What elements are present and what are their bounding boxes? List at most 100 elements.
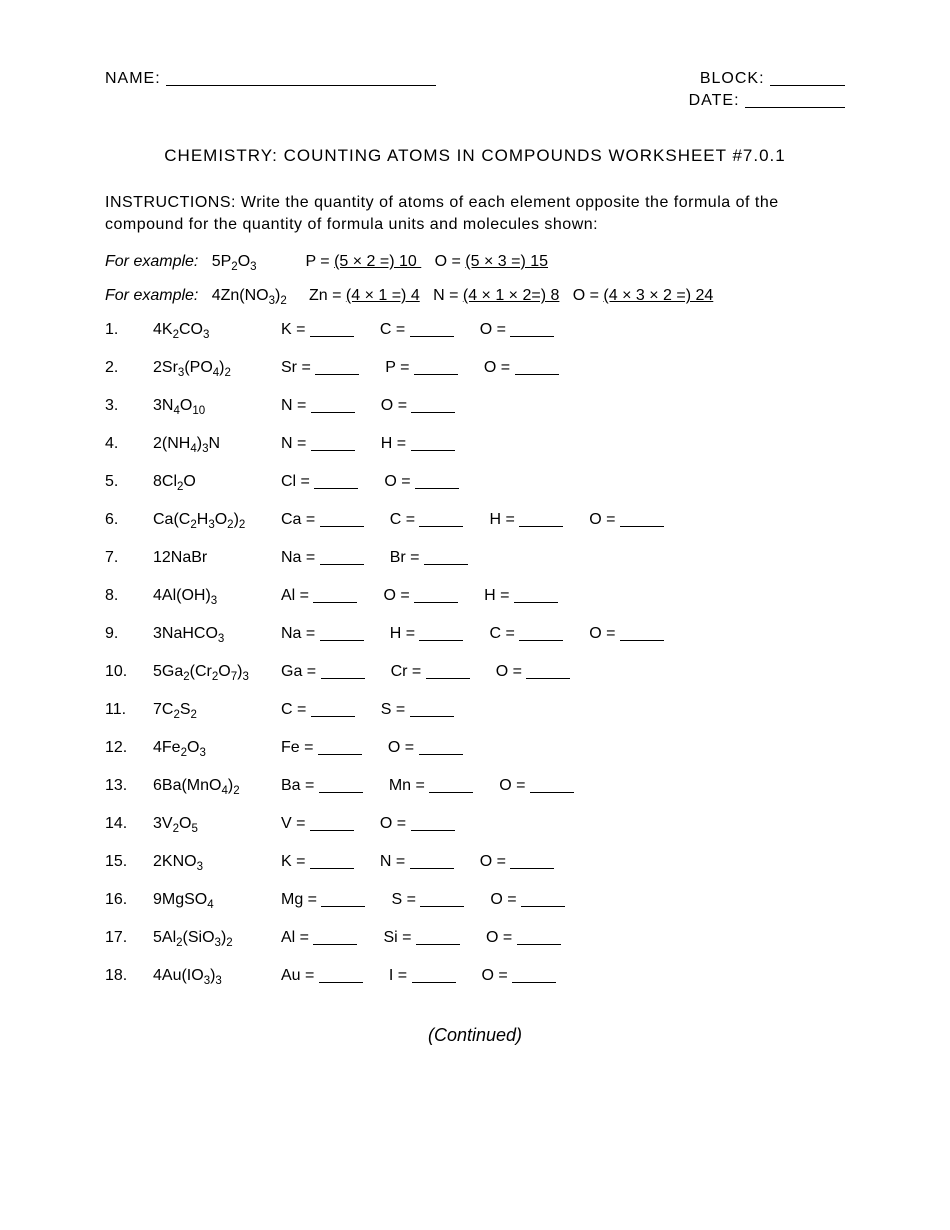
answer-blank[interactable] (410, 716, 454, 717)
answer-blank[interactable] (310, 336, 354, 337)
question-row: 13.6Ba(MnO4)2Ba = Mn = O = (105, 777, 845, 795)
answer-blank[interactable] (311, 450, 355, 451)
answer-blank[interactable] (620, 526, 664, 527)
answer-blank[interactable] (414, 602, 458, 603)
answer-field: Cr = (391, 663, 470, 681)
question-row: 12.4Fe2O3Fe = O = (105, 739, 845, 757)
question-row: 7.12NaBrNa = Br = (105, 549, 845, 567)
date-field: DATE: (689, 92, 845, 110)
answer-field: H = (381, 435, 455, 453)
question-row: 8.4Al(OH)3Al = O = H = (105, 587, 845, 605)
answer-blank[interactable] (419, 526, 463, 527)
answer-blank[interactable] (410, 868, 454, 869)
answer-blank[interactable] (424, 564, 468, 565)
answer-field: Al = (281, 929, 357, 947)
answer-field: Cl = (281, 473, 358, 491)
answer-blank[interactable] (510, 868, 554, 869)
question-formula: 5Ga2(Cr2O7)3 (153, 663, 281, 681)
answer-field: Br = (390, 549, 468, 567)
name-field: NAME: (105, 70, 436, 88)
question-formula: 2(NH4)3N (153, 435, 281, 453)
question-formula: 9MgSO4 (153, 891, 281, 909)
answer-blank[interactable] (419, 640, 463, 641)
answer-field: N = (380, 853, 454, 871)
header-right: BLOCK: DATE: (689, 70, 845, 110)
answer-blank[interactable] (411, 450, 455, 451)
answer-blank[interactable] (320, 564, 364, 565)
answer-blank[interactable] (319, 792, 363, 793)
answer-blank[interactable] (521, 906, 565, 907)
answer-blank[interactable] (519, 526, 563, 527)
question-formula: 6Ba(MnO4)2 (153, 777, 281, 795)
answer-blank[interactable] (411, 830, 455, 831)
answer-blank[interactable] (318, 754, 362, 755)
question-number: 6. (105, 511, 153, 529)
answer-blank[interactable] (519, 640, 563, 641)
answer-blank[interactable] (416, 944, 460, 945)
answer-blank[interactable] (426, 678, 470, 679)
question-number: 8. (105, 587, 153, 605)
answer-blank[interactable] (310, 830, 354, 831)
answer-blank[interactable] (411, 412, 455, 413)
answer-blank[interactable] (314, 488, 358, 489)
example-part: Zn = (4 × 1 =) 4 (309, 287, 420, 304)
answer-field: Si = (383, 929, 459, 947)
answer-blank[interactable] (321, 678, 365, 679)
question-formula: 2Sr3(PO4)2 (153, 359, 281, 377)
answer-field: C = (380, 321, 454, 339)
question-number: 15. (105, 853, 153, 871)
answer-blank[interactable] (410, 336, 454, 337)
answer-field: Mg = (281, 891, 365, 909)
question-row: 17.5Al2(SiO3)2Al = Si = O = (105, 929, 845, 947)
answer-blank[interactable] (313, 602, 357, 603)
name-blank[interactable] (166, 85, 436, 86)
answer-blank[interactable] (517, 944, 561, 945)
question-formula: 4Al(OH)3 (153, 587, 281, 605)
answer-field: H = (484, 587, 558, 605)
example-part: P = (5 × 2 =) 10 (305, 253, 421, 270)
answer-blank[interactable] (320, 526, 364, 527)
question-row: 1.4K2CO3K = C = O = (105, 321, 845, 339)
answer-blank[interactable] (530, 792, 574, 793)
answer-blank[interactable] (420, 906, 464, 907)
answer-field: C = (281, 701, 355, 719)
answer-blank[interactable] (514, 602, 558, 603)
question-number: 11. (105, 701, 153, 719)
answer-blank[interactable] (515, 374, 559, 375)
answer-blank[interactable] (321, 906, 365, 907)
answer-blank[interactable] (429, 792, 473, 793)
answer-field: C = (489, 625, 563, 643)
date-blank[interactable] (745, 107, 845, 108)
answer-blank[interactable] (620, 640, 664, 641)
answer-blank[interactable] (510, 336, 554, 337)
answer-blank[interactable] (412, 982, 456, 983)
example-part: O = (5 × 3 =) 15 (435, 253, 548, 270)
block-blank[interactable] (770, 85, 845, 86)
answer-field: S = (381, 701, 454, 719)
answer-blank[interactable] (311, 716, 355, 717)
answer-blank[interactable] (512, 982, 556, 983)
answer-blank[interactable] (526, 678, 570, 679)
answer-blank[interactable] (319, 982, 363, 983)
answer-blank[interactable] (310, 868, 354, 869)
answer-blank[interactable] (315, 374, 359, 375)
question-number: 12. (105, 739, 153, 757)
answer-blank[interactable] (419, 754, 463, 755)
answer-blank[interactable] (313, 944, 357, 945)
answer-blank[interactable] (414, 374, 458, 375)
question-number: 5. (105, 473, 153, 491)
answer-field: K = (281, 853, 354, 871)
question-number: 10. (105, 663, 153, 681)
example-formula: 5P2O3 (212, 253, 257, 270)
question-row: 3.3N4O10N = O = (105, 397, 845, 415)
answer-blank[interactable] (415, 488, 459, 489)
answer-blank[interactable] (320, 640, 364, 641)
question-number: 16. (105, 891, 153, 909)
answer-field: Al = (281, 587, 357, 605)
block-label: BLOCK: (700, 70, 765, 87)
answer-blank[interactable] (311, 412, 355, 413)
question-row: 16.9MgSO4Mg = S = O = (105, 891, 845, 909)
answer-field: P = (385, 359, 458, 377)
answer-field: O = (383, 587, 458, 605)
question-row: 4.2(NH4)3NN = H = (105, 435, 845, 453)
